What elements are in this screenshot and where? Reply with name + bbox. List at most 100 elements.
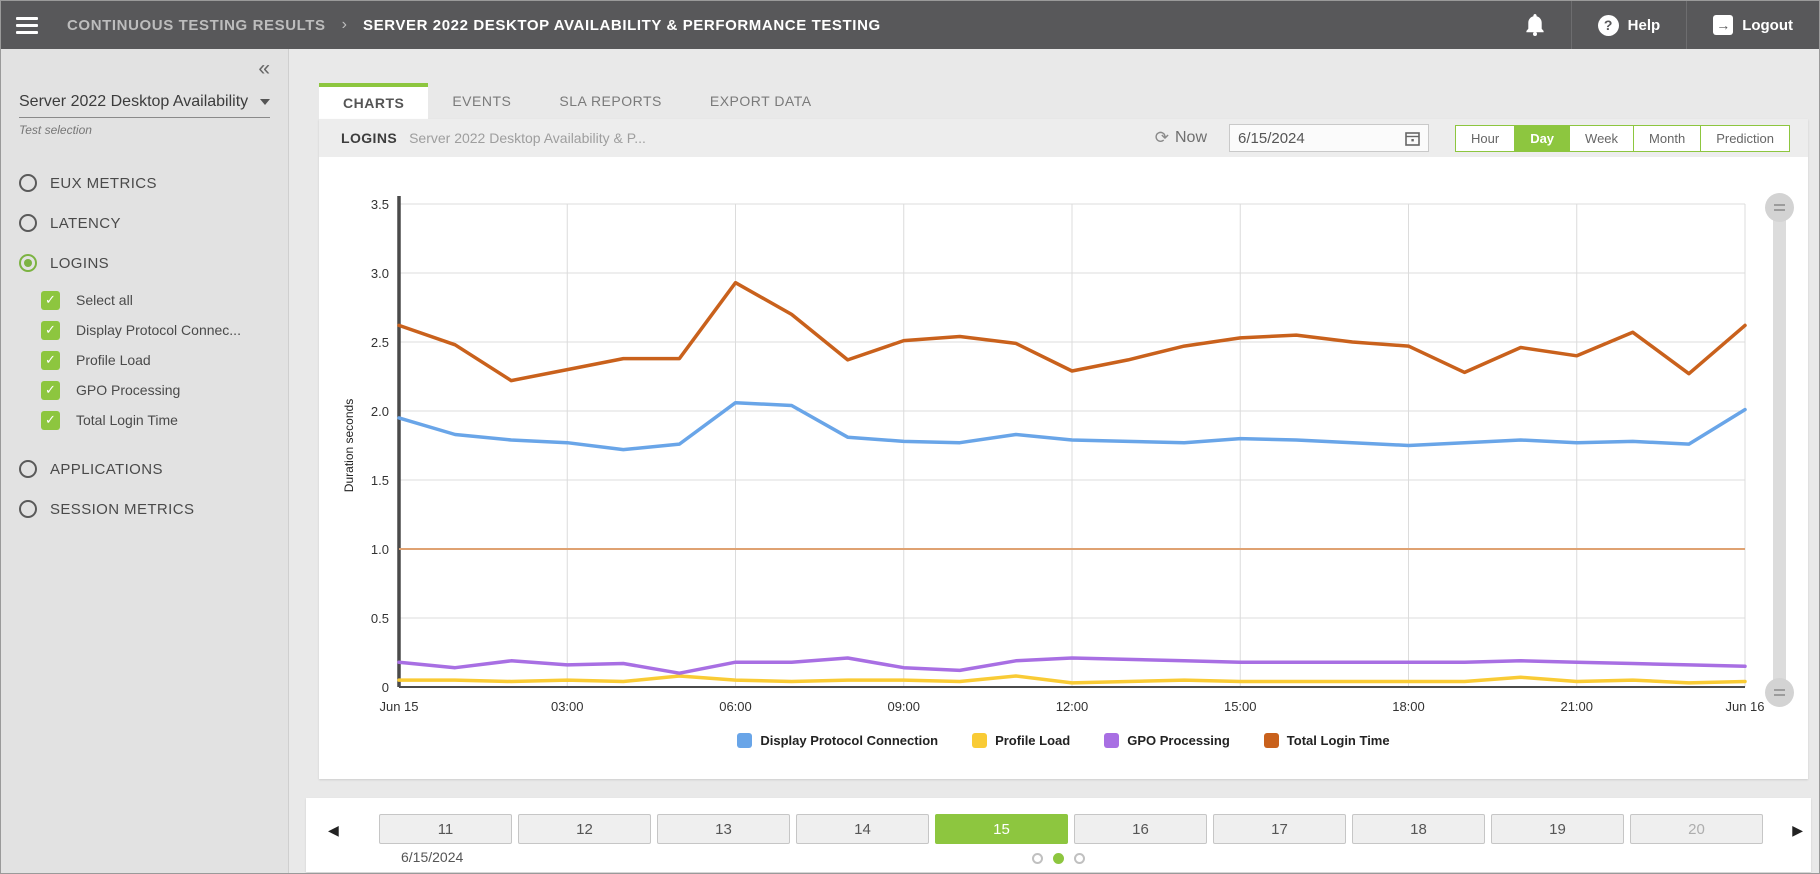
metric-checkbox-label: Select all bbox=[76, 292, 133, 308]
svg-text:03:00: 03:00 bbox=[551, 699, 584, 714]
range-button-month[interactable]: Month bbox=[1634, 124, 1702, 152]
chart-region: 0 0.5 1.0 1.5 2.0 2.5 3.0 3.5 Jun 15 03:00 06:00 09… bbox=[319, 161, 1808, 783]
selected-date-label: 6/15/2024 bbox=[401, 849, 464, 865]
day-button-20[interactable]: 20 bbox=[1630, 814, 1763, 844]
legend-item[interactable]: Display Protocol Connection bbox=[737, 733, 938, 748]
svg-text:1.0: 1.0 bbox=[371, 542, 389, 557]
slider-handle-top[interactable] bbox=[1765, 193, 1794, 222]
test-selection-dropdown[interactable]: Server 2022 Desktop Availability ... bbox=[19, 93, 270, 118]
now-label: Now bbox=[1174, 129, 1207, 146]
radio-icon bbox=[19, 174, 37, 192]
metric-checkbox-label: GPO Processing bbox=[76, 382, 181, 398]
topbar-actions: ? Help → Logout bbox=[1499, 1, 1819, 49]
day-button-19[interactable]: 19 bbox=[1491, 814, 1624, 844]
chart-subtitle: Server 2022 Desktop Availability & P... bbox=[409, 130, 646, 146]
vertical-range-slider bbox=[1765, 193, 1795, 707]
sidebar-item-session-metrics[interactable]: SESSION METRICS bbox=[19, 489, 270, 529]
range-button-group: Hour Day Week Month Prediction bbox=[1455, 124, 1790, 152]
top-bar: CONTINUOUS TESTING RESULTS › SERVER 2022… bbox=[1, 1, 1819, 49]
svg-text:Jun 15: Jun 15 bbox=[379, 699, 418, 714]
svg-text:0: 0 bbox=[382, 680, 389, 695]
radio-icon bbox=[19, 460, 37, 478]
svg-text:21:00: 21:00 bbox=[1560, 699, 1593, 714]
day-button-17[interactable]: 17 bbox=[1213, 814, 1346, 844]
notifications-button[interactable] bbox=[1499, 1, 1571, 49]
slider-track[interactable] bbox=[1773, 207, 1786, 693]
checkbox-checked-icon: ✓ bbox=[41, 410, 60, 430]
radio-icon bbox=[19, 500, 37, 518]
pagination-dot[interactable] bbox=[1032, 853, 1043, 864]
range-button-prediction[interactable]: Prediction bbox=[1701, 124, 1790, 152]
legend-item[interactable]: Total Login Time bbox=[1263, 733, 1390, 748]
sidebar-item-latency[interactable]: LATENCY bbox=[19, 203, 270, 243]
svg-text:18:00: 18:00 bbox=[1392, 699, 1425, 714]
sidebar-item-applications[interactable]: APPLICATIONS bbox=[19, 449, 270, 489]
logins-metric-list: ✓ Select all ✓ Display Protocol Connec... ✓ P… bbox=[19, 285, 270, 435]
legend-swatch bbox=[972, 733, 988, 748]
checkbox-checked-icon: ✓ bbox=[41, 380, 60, 400]
day-button-14[interactable]: 14 bbox=[796, 814, 929, 844]
svg-text:12:00: 12:00 bbox=[1056, 699, 1089, 714]
metric-checkbox-item[interactable]: ✓ GPO Processing bbox=[41, 375, 270, 405]
slider-handle-bottom[interactable] bbox=[1765, 678, 1794, 707]
logout-button[interactable]: → Logout bbox=[1687, 1, 1819, 49]
hamburger-menu-icon[interactable] bbox=[1, 16, 53, 34]
pagination-dots bbox=[306, 853, 1811, 864]
pagination-dot[interactable] bbox=[1074, 853, 1085, 864]
metric-checkbox-item[interactable]: ✓ Total Login Time bbox=[41, 405, 270, 435]
day-button-13[interactable]: 13 bbox=[657, 814, 790, 844]
main-content: CHARTS EVENTS SLA REPORTS EXPORT DATA LO… bbox=[289, 49, 1819, 873]
legend-label: GPO Processing bbox=[1127, 733, 1230, 748]
sidebar-item-logins[interactable]: LOGINS bbox=[19, 243, 270, 283]
range-button-week[interactable]: Week bbox=[1570, 124, 1635, 152]
svg-text:2.5: 2.5 bbox=[371, 335, 389, 350]
help-label: Help bbox=[1627, 16, 1661, 34]
svg-text:2.0: 2.0 bbox=[371, 404, 389, 419]
checkbox-checked-icon: ✓ bbox=[41, 320, 60, 340]
bell-icon bbox=[1526, 14, 1544, 36]
tab-export-data[interactable]: EXPORT DATA bbox=[709, 93, 812, 109]
breadcrumb-chevron-icon: › bbox=[341, 16, 347, 33]
day-button-15[interactable]: 15 bbox=[935, 814, 1068, 844]
svg-text:15:00: 15:00 bbox=[1224, 699, 1257, 714]
collapse-sidebar-icon[interactable]: « bbox=[258, 57, 270, 80]
legend-item[interactable]: Profile Load bbox=[972, 733, 1070, 748]
legend-swatch bbox=[737, 733, 753, 748]
day-button-18[interactable]: 18 bbox=[1352, 814, 1485, 844]
metric-sections: EUX METRICS LATENCY LOGINS ✓ Select all ✓ D… bbox=[19, 163, 270, 529]
svg-text:1.5: 1.5 bbox=[371, 473, 389, 488]
legend-item[interactable]: GPO Processing bbox=[1104, 733, 1230, 748]
metric-checkbox-item[interactable]: ✓ Display Protocol Connec... bbox=[41, 315, 270, 345]
date-input[interactable]: 6/15/2024 bbox=[1229, 124, 1429, 152]
metric-checkbox-item[interactable]: ✓ Profile Load bbox=[41, 345, 270, 375]
chart-legend: Display Protocol Connection Profile Load G… bbox=[319, 733, 1808, 748]
metric-checkbox-item[interactable]: ✓ Select all bbox=[41, 285, 270, 315]
day-button-16[interactable]: 16 bbox=[1074, 814, 1207, 844]
sidebar-item-eux-metrics[interactable]: EUX METRICS bbox=[19, 163, 270, 203]
legend-swatch bbox=[1263, 733, 1279, 748]
range-button-hour[interactable]: Hour bbox=[1455, 124, 1516, 152]
pagination-dot[interactable] bbox=[1053, 853, 1064, 864]
day-button-row: 11 12 13 14 15 16 17 18 19 20 bbox=[379, 814, 1763, 844]
prev-day-button[interactable]: ◀ bbox=[328, 822, 339, 838]
tab-sla-reports[interactable]: SLA REPORTS bbox=[559, 93, 662, 109]
tab-events[interactable]: EVENTS bbox=[452, 93, 512, 109]
calendar-icon[interactable] bbox=[1405, 131, 1420, 146]
sidebar: « Server 2022 Desktop Availability ... T… bbox=[1, 49, 289, 873]
metric-checkbox-label: Display Protocol Connec... bbox=[76, 322, 241, 338]
svg-text:09:00: 09:00 bbox=[887, 699, 920, 714]
breadcrumb-parent[interactable]: CONTINUOUS TESTING RESULTS bbox=[67, 16, 326, 34]
svg-text:Duration seconds: Duration seconds bbox=[342, 399, 356, 492]
day-button-12[interactable]: 12 bbox=[518, 814, 651, 844]
range-button-day[interactable]: Day bbox=[1515, 124, 1571, 152]
breadcrumb-current: SERVER 2022 DESKTOP AVAILABILITY & PERFO… bbox=[363, 16, 881, 34]
checkbox-checked-icon: ✓ bbox=[41, 350, 60, 370]
chart-card: LOGINS Server 2022 Desktop Availability … bbox=[319, 119, 1808, 779]
tab-charts[interactable]: CHARTS bbox=[319, 83, 429, 119]
day-selector-bar: ◀ 11 12 13 14 15 16 17 18 19 20 6/15/2024 ▶ bbox=[306, 798, 1811, 872]
help-button[interactable]: ? Help bbox=[1572, 1, 1687, 49]
day-button-11[interactable]: 11 bbox=[379, 814, 512, 844]
next-day-button[interactable]: ▶ bbox=[1792, 822, 1803, 838]
refresh-now-button[interactable]: ⟳ Now bbox=[1155, 128, 1207, 148]
